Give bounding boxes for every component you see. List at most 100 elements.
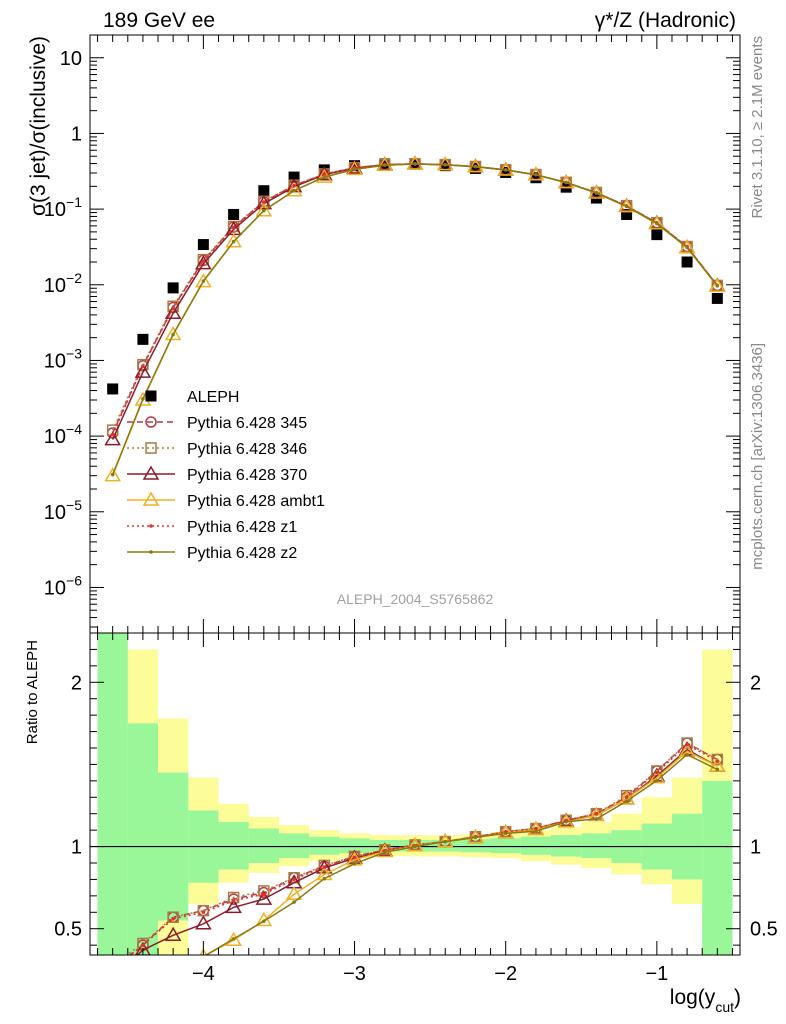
stat-band-bin-20 bbox=[702, 780, 733, 955]
series-0-point-12 bbox=[469, 162, 481, 174]
x-axis-label: log(ycut) bbox=[670, 986, 741, 1015]
series-3-point-0 bbox=[104, 431, 121, 446]
series-6-point-17 bbox=[624, 204, 629, 209]
series-4-point-11 bbox=[436, 156, 454, 171]
ratio-series-3-point-0 bbox=[106, 992, 120, 1004]
ratio-panel: 0.5 0.5 1 1 2 2 −4 −3 −2 −1 bbox=[54, 632, 778, 1004]
ratio-y-tick-label-2: 2 bbox=[71, 672, 82, 694]
ratio-series-2-point-2 bbox=[164, 926, 182, 942]
ratio-series-4-point-7 bbox=[322, 865, 327, 869]
ratio-series-5-point-12 bbox=[473, 835, 478, 840]
series-6-point-9 bbox=[382, 163, 387, 167]
legend-item-1: Pythia 6.428 345 bbox=[127, 415, 307, 432]
stat-band-bin-5 bbox=[248, 828, 279, 863]
legend-item-4: Pythia 6.428 ambt1 bbox=[127, 491, 325, 510]
x-axis-label-sub: cut bbox=[715, 999, 734, 1015]
series-0-point-8 bbox=[349, 160, 361, 172]
stat-band-bin-11 bbox=[430, 840, 461, 852]
main-y-tick-label-3: 10−3 bbox=[44, 345, 82, 372]
ratio-series-4-point-6 bbox=[292, 877, 296, 882]
series-5-point-5 bbox=[262, 200, 266, 204]
legend-label-3: Pythia 6.428 370 bbox=[187, 467, 307, 484]
ratio-series-3-point-6 bbox=[285, 885, 303, 900]
series-0 bbox=[107, 158, 723, 395]
ratio-series-4-point-5 bbox=[262, 892, 266, 897]
series-4-point-9 bbox=[376, 156, 394, 171]
ratio-y-axis-label: Ratio to ALEPH bbox=[24, 640, 41, 744]
series-6-point-7 bbox=[322, 175, 327, 179]
series-5-point-0 bbox=[110, 432, 115, 437]
legend-marker-0 bbox=[145, 390, 157, 402]
ratio-series-5-point-16 bbox=[594, 817, 599, 821]
ratio-series-0-point-0 bbox=[108, 963, 118, 973]
stat-band-bin-13 bbox=[490, 838, 521, 854]
ratio-series-1-point-20 bbox=[711, 753, 724, 766]
main-y-tick-base-6: 1 bbox=[71, 123, 82, 145]
series-5-point-6 bbox=[292, 183, 296, 188]
main-y-tick-base-0: 10 bbox=[44, 577, 66, 599]
series-0-point-6 bbox=[288, 171, 300, 183]
legend-marker-3 bbox=[142, 465, 160, 480]
stat-band-bin-16 bbox=[581, 833, 612, 859]
series-4-point-3 bbox=[195, 273, 212, 288]
main-y-tick-label-2: 10−4 bbox=[44, 421, 82, 448]
header-right: γ*/Z (Hadronic) bbox=[595, 9, 736, 32]
legend-item-3: Pythia 6.428 370 bbox=[127, 465, 307, 484]
ratio-series-4-point-3 bbox=[201, 910, 206, 915]
series-6-point-1 bbox=[141, 397, 145, 401]
series-6-point-6 bbox=[292, 188, 296, 193]
stat-band-bin-4 bbox=[218, 821, 249, 870]
main-y-tick-base-1: 10 bbox=[44, 502, 66, 524]
series-6-point-4 bbox=[231, 239, 236, 244]
series-5-point-7 bbox=[322, 172, 327, 177]
series-4-point-5 bbox=[255, 202, 273, 217]
ratio-series-4-point-0 bbox=[111, 968, 115, 972]
header-left: 189 GeV ee bbox=[103, 9, 215, 32]
series-5-point-4 bbox=[231, 225, 236, 230]
main-plot-area bbox=[104, 155, 726, 482]
x-axis-label-main: log(y bbox=[670, 986, 716, 1009]
stat-band-bin-1 bbox=[127, 723, 159, 955]
series-6-point-15 bbox=[564, 180, 568, 185]
ratio-series-5-point-4 bbox=[231, 937, 236, 941]
ratio-series-5-point-15 bbox=[564, 819, 568, 824]
series-6-point-11 bbox=[443, 162, 448, 167]
ratio-series-4-point-2 bbox=[171, 917, 175, 921]
series-4-point-0 bbox=[104, 467, 121, 482]
series-6-point-14 bbox=[534, 172, 538, 177]
ratio-series-3-point-13 bbox=[497, 824, 515, 839]
x-tick-label-1: −3 bbox=[343, 963, 366, 985]
legend-item-2: Pythia 6.428 346 bbox=[127, 441, 307, 458]
ratio-series-5-point-19 bbox=[685, 752, 689, 757]
ratio-y-tick-label-right-2: 2 bbox=[750, 672, 761, 694]
ratio-series-4-point-17 bbox=[624, 795, 629, 800]
legend-marker-2 bbox=[145, 442, 157, 454]
series-3-point-3 bbox=[195, 255, 212, 270]
ratio-series-line-4 bbox=[129, 743, 718, 955]
series-3-point-2 bbox=[164, 304, 182, 320]
series-0-point-1 bbox=[137, 333, 149, 345]
series-4-point-20 bbox=[709, 277, 726, 292]
series-0-point-14 bbox=[530, 172, 542, 184]
ratio-series-5-point-14 bbox=[534, 829, 538, 833]
legend-marker-6 bbox=[149, 550, 153, 554]
stat-band-bin-14 bbox=[520, 836, 552, 855]
series-6-point-10 bbox=[413, 162, 417, 166]
x-tick-label-3: −1 bbox=[645, 963, 668, 985]
legend-item-5: Pythia 6.428 z1 bbox=[127, 519, 297, 536]
series-4-point-19 bbox=[678, 239, 696, 254]
series-5-point-2 bbox=[171, 306, 175, 311]
legend-label-2: Pythia 6.428 346 bbox=[187, 441, 307, 458]
ratio-series-5-point-7 bbox=[322, 876, 327, 881]
ratio-series-1-point-0 bbox=[108, 960, 118, 970]
stat-band-bin-0 bbox=[97, 633, 128, 955]
ratio-series-5-point-8 bbox=[352, 862, 357, 866]
series-3-point-1 bbox=[134, 363, 152, 378]
main-y-tick-label-5: 10−1 bbox=[44, 194, 82, 221]
ratio-series-5-point-9 bbox=[382, 850, 387, 855]
series-0-point-4 bbox=[228, 208, 240, 220]
series-6-point-19 bbox=[685, 245, 689, 250]
series-6-point-5 bbox=[262, 208, 266, 213]
series-0-point-20 bbox=[711, 292, 723, 304]
